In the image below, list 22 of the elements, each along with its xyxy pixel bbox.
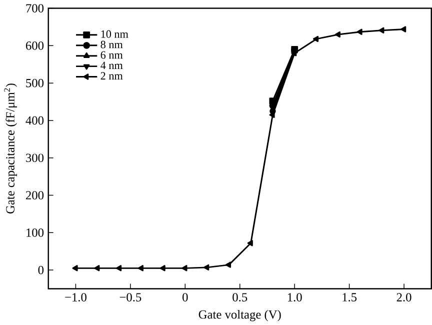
y-tick-label: 100 [26, 228, 44, 237]
x-tick-label: 0.5 [232, 292, 248, 302]
x-axis-title: Gate voltage (V) [198, 310, 281, 322]
x-tick-label: 0 [182, 292, 188, 302]
y-tick-label: 600 [26, 41, 44, 50]
legend-label: 2 nm [100, 72, 123, 80]
legend-label: 10 nm [101, 30, 128, 38]
legend-label: 6 nm [100, 51, 123, 59]
x-tick-label: 1.5 [342, 292, 357, 302]
x-tick-label: −1.0 [65, 292, 86, 302]
y-tick-label: 0 [38, 266, 44, 274]
y-tick-label: 500 [26, 78, 44, 88]
y-axis-title: Gate capacitance (fF/μm$^{2}$) [4, 83, 17, 214]
y-tick-label: 700 [26, 4, 44, 12]
y-tick-label: 300 [26, 154, 44, 162]
legend-label: 4 nm [100, 62, 123, 69]
x-tick-label: −0.5 [120, 292, 142, 302]
legend-label: 8 nm [100, 40, 123, 48]
x-tick-label: 1.0 [288, 292, 302, 302]
y-tick-label: 200 [26, 190, 44, 200]
y-tick-label: 400 [26, 116, 44, 124]
x-tick-label: 2.0 [396, 292, 412, 302]
